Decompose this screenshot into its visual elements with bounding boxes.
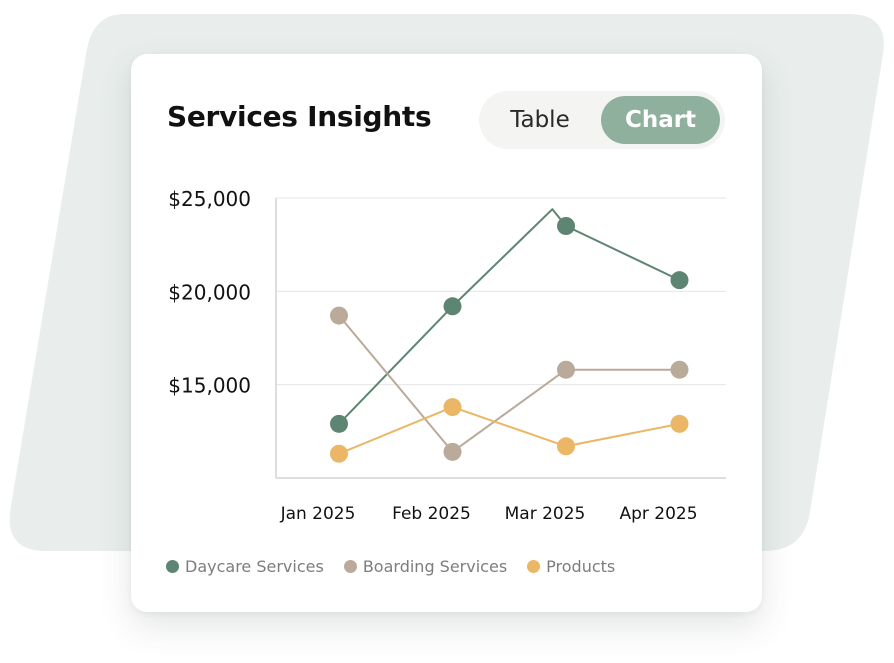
legend-dot-icon xyxy=(343,560,357,573)
x-tick-label: Jan 2025 xyxy=(280,504,356,524)
y-tick-label: $15,000 xyxy=(168,374,251,398)
data-point xyxy=(330,444,348,463)
data-point xyxy=(443,398,462,417)
data-point xyxy=(443,297,462,316)
data-point xyxy=(670,414,689,433)
card-title: Services Insights xyxy=(167,100,432,133)
legend-label: Products xyxy=(546,557,616,576)
view-toggle: Table Chart xyxy=(479,91,725,149)
x-tick-label: Mar 2025 xyxy=(505,504,586,524)
legend-item: Products xyxy=(527,557,615,576)
legend-label: Daycare Services xyxy=(185,557,324,576)
tab-table[interactable]: Table xyxy=(510,107,570,133)
series-line-boarding-services xyxy=(338,314,680,453)
legend-dot-icon xyxy=(527,560,541,573)
series-line-products xyxy=(338,406,680,455)
series-line-daycare-services xyxy=(338,208,680,425)
legend-label: Boarding Services xyxy=(362,557,508,576)
data-point xyxy=(557,217,575,235)
chart-legend: Daycare Services Boarding Services Product… xyxy=(166,557,635,576)
data-point xyxy=(670,360,689,379)
tab-chart[interactable]: Chart xyxy=(601,96,720,144)
data-point xyxy=(557,360,575,379)
services-insights-card: Services Insights Table Chart $15,000 $20… xyxy=(131,54,762,612)
legend-item: Boarding Services xyxy=(343,557,508,576)
data-point xyxy=(557,437,575,456)
x-tick-label: Feb 2025 xyxy=(392,504,471,524)
legend-item: Daycare Services xyxy=(166,557,324,576)
y-tick-label: $25,000 xyxy=(168,187,251,211)
data-point xyxy=(330,414,348,433)
data-point xyxy=(330,306,348,325)
data-point xyxy=(670,271,689,290)
line-chart: $15,000 $20,000 $25,000 Jan 2025 Feb 2025 Mar… xyxy=(168,187,726,524)
data-point xyxy=(443,442,462,461)
legend-dot-icon xyxy=(166,560,179,573)
x-tick-label: Apr 2025 xyxy=(619,504,697,524)
y-tick-label: $20,000 xyxy=(168,280,251,304)
